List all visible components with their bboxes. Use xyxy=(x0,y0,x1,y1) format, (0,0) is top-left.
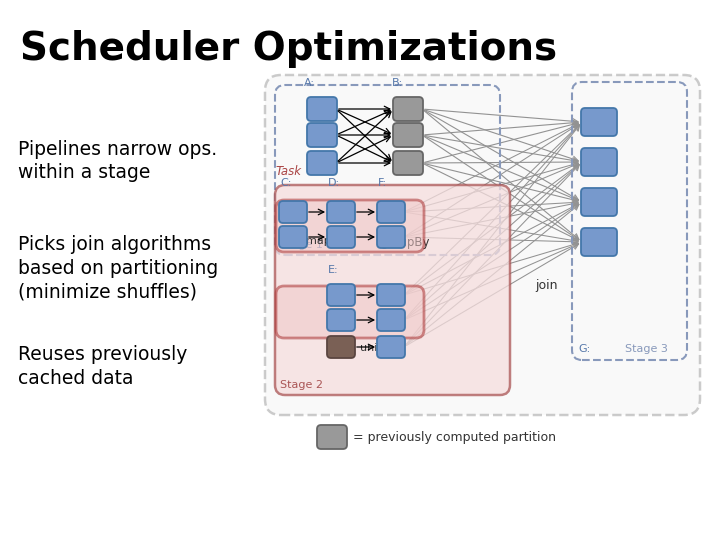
Text: Stage 1: Stage 1 xyxy=(280,240,323,250)
Text: groupBy: groupBy xyxy=(380,236,430,249)
Text: G:: G: xyxy=(578,344,590,354)
FancyBboxPatch shape xyxy=(393,123,423,147)
FancyBboxPatch shape xyxy=(377,336,405,358)
Text: F:: F: xyxy=(378,178,387,188)
FancyBboxPatch shape xyxy=(279,201,307,223)
Text: Stage 2: Stage 2 xyxy=(280,380,323,390)
FancyBboxPatch shape xyxy=(377,201,405,223)
Text: join: join xyxy=(535,279,557,292)
FancyBboxPatch shape xyxy=(581,188,617,216)
Text: Picks join algorithms
based on partitioning
(minimize shuffles): Picks join algorithms based on partition… xyxy=(18,235,218,301)
FancyBboxPatch shape xyxy=(581,108,617,136)
FancyBboxPatch shape xyxy=(327,309,355,331)
FancyBboxPatch shape xyxy=(265,75,700,415)
FancyBboxPatch shape xyxy=(327,336,355,358)
FancyBboxPatch shape xyxy=(377,309,405,331)
FancyBboxPatch shape xyxy=(581,228,617,256)
Text: D:: D: xyxy=(328,178,340,188)
Text: map: map xyxy=(306,236,330,246)
FancyBboxPatch shape xyxy=(393,97,423,121)
FancyBboxPatch shape xyxy=(327,284,355,306)
FancyBboxPatch shape xyxy=(276,286,424,338)
FancyBboxPatch shape xyxy=(377,226,405,248)
Text: Pipelines narrow ops.
within a stage: Pipelines narrow ops. within a stage xyxy=(18,140,217,183)
FancyBboxPatch shape xyxy=(307,151,337,175)
FancyBboxPatch shape xyxy=(279,226,307,248)
Text: union: union xyxy=(360,343,391,353)
Text: = previously computed partition: = previously computed partition xyxy=(353,430,556,443)
FancyBboxPatch shape xyxy=(317,425,347,449)
FancyBboxPatch shape xyxy=(327,201,355,223)
Text: Reuses previously
cached data: Reuses previously cached data xyxy=(18,345,187,388)
Text: A:: A: xyxy=(304,78,315,88)
Text: E:: E: xyxy=(328,265,338,275)
Text: C:: C: xyxy=(280,178,292,188)
Text: B:: B: xyxy=(392,78,403,88)
FancyBboxPatch shape xyxy=(276,200,424,252)
FancyBboxPatch shape xyxy=(327,226,355,248)
FancyBboxPatch shape xyxy=(393,151,423,175)
Text: Task: Task xyxy=(275,165,301,178)
FancyBboxPatch shape xyxy=(275,185,510,395)
FancyBboxPatch shape xyxy=(377,284,405,306)
FancyBboxPatch shape xyxy=(307,123,337,147)
FancyBboxPatch shape xyxy=(581,148,617,176)
Text: Scheduler Optimizations: Scheduler Optimizations xyxy=(20,30,557,68)
FancyBboxPatch shape xyxy=(307,97,337,121)
Text: Stage 3: Stage 3 xyxy=(625,344,668,354)
